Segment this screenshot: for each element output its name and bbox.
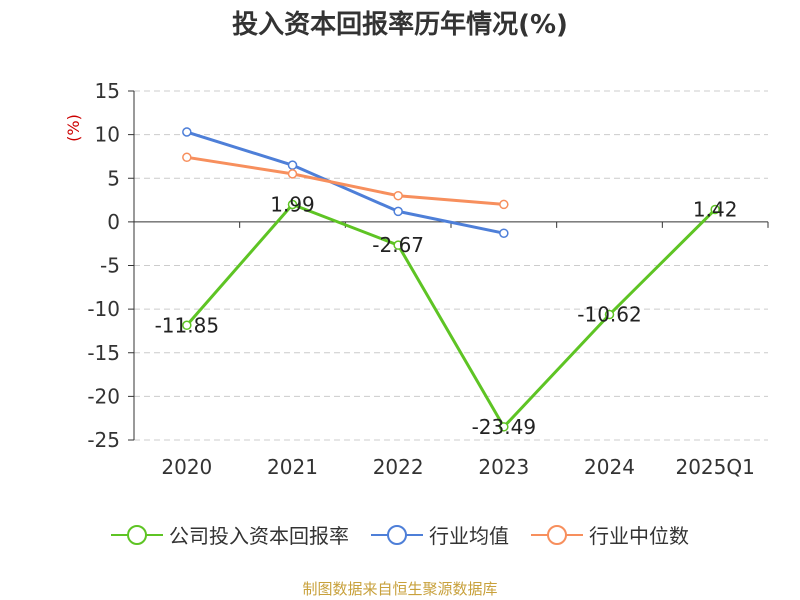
legend-marker-icon xyxy=(111,524,163,545)
y-tick-label: 10 xyxy=(95,123,120,147)
data-point xyxy=(182,152,192,163)
data-point xyxy=(182,320,192,331)
series-line xyxy=(186,130,505,235)
data-label: -11.85 xyxy=(155,313,219,337)
data-label: 1.99 xyxy=(270,193,315,217)
source-note: 制图数据来自恒生聚源数据库 xyxy=(302,580,498,598)
y-tick-label: -5 xyxy=(100,254,120,278)
data-point xyxy=(393,190,403,201)
data-label: -23.49 xyxy=(472,415,536,439)
data-point xyxy=(499,199,509,210)
y-tick-label: -10 xyxy=(87,297,120,321)
data-point xyxy=(499,228,509,238)
legend-label: 行业均值 xyxy=(429,524,509,548)
y-tick-label: -25 xyxy=(87,428,120,452)
data-label: -10.62 xyxy=(577,303,641,327)
data-label: 1.42 xyxy=(693,197,738,221)
data-point xyxy=(499,422,509,432)
legend-item[interactable]: 行业均值 xyxy=(371,520,509,549)
legend-item[interactable]: 公司投入资本回报率 xyxy=(111,520,349,549)
legend-marker-icon xyxy=(531,524,583,545)
chart: 15 10 5 0 -5 -10 -15 -20 -25 (%) 2020 2021 2022 2023 2… xyxy=(64,79,769,479)
data-point xyxy=(604,309,615,320)
data-point xyxy=(182,127,192,137)
data-point xyxy=(287,169,298,179)
y-tick-label: 0 xyxy=(107,210,120,234)
legend-item[interactable]: 行业中位数 xyxy=(531,520,689,549)
x-tick-label: 2021 xyxy=(267,455,318,479)
x-tick-label: 2024 xyxy=(584,455,635,479)
series-line xyxy=(186,155,504,206)
legend: 公司投入资本回报率 行业均值 行业中位数 xyxy=(0,520,800,549)
x-tick-label: 2023 xyxy=(478,455,529,479)
x-tick-label: 2020 xyxy=(161,455,212,479)
data-point xyxy=(710,204,720,215)
data-point xyxy=(287,160,298,170)
chart-title: 投入资本回报率历年情况(%) xyxy=(232,10,568,40)
x-tick-label: 2025Q1 xyxy=(675,455,754,479)
y-tick-label: 5 xyxy=(107,166,120,190)
legend-marker-icon xyxy=(371,524,423,545)
data-point xyxy=(287,199,298,210)
y-axis-label: (%) xyxy=(64,114,83,142)
legend-label: 公司投入资本回报率 xyxy=(169,524,349,548)
y-tick-label: -20 xyxy=(87,384,120,408)
y-tick-label: 15 xyxy=(95,79,120,103)
data-label: -2.67 xyxy=(372,233,424,257)
data-point xyxy=(393,240,403,250)
x-tick-label: 2022 xyxy=(373,455,424,479)
y-tick-label: -15 xyxy=(87,341,120,365)
data-point xyxy=(393,206,403,217)
legend-label: 行业中位数 xyxy=(589,524,689,548)
series-line xyxy=(185,203,717,429)
